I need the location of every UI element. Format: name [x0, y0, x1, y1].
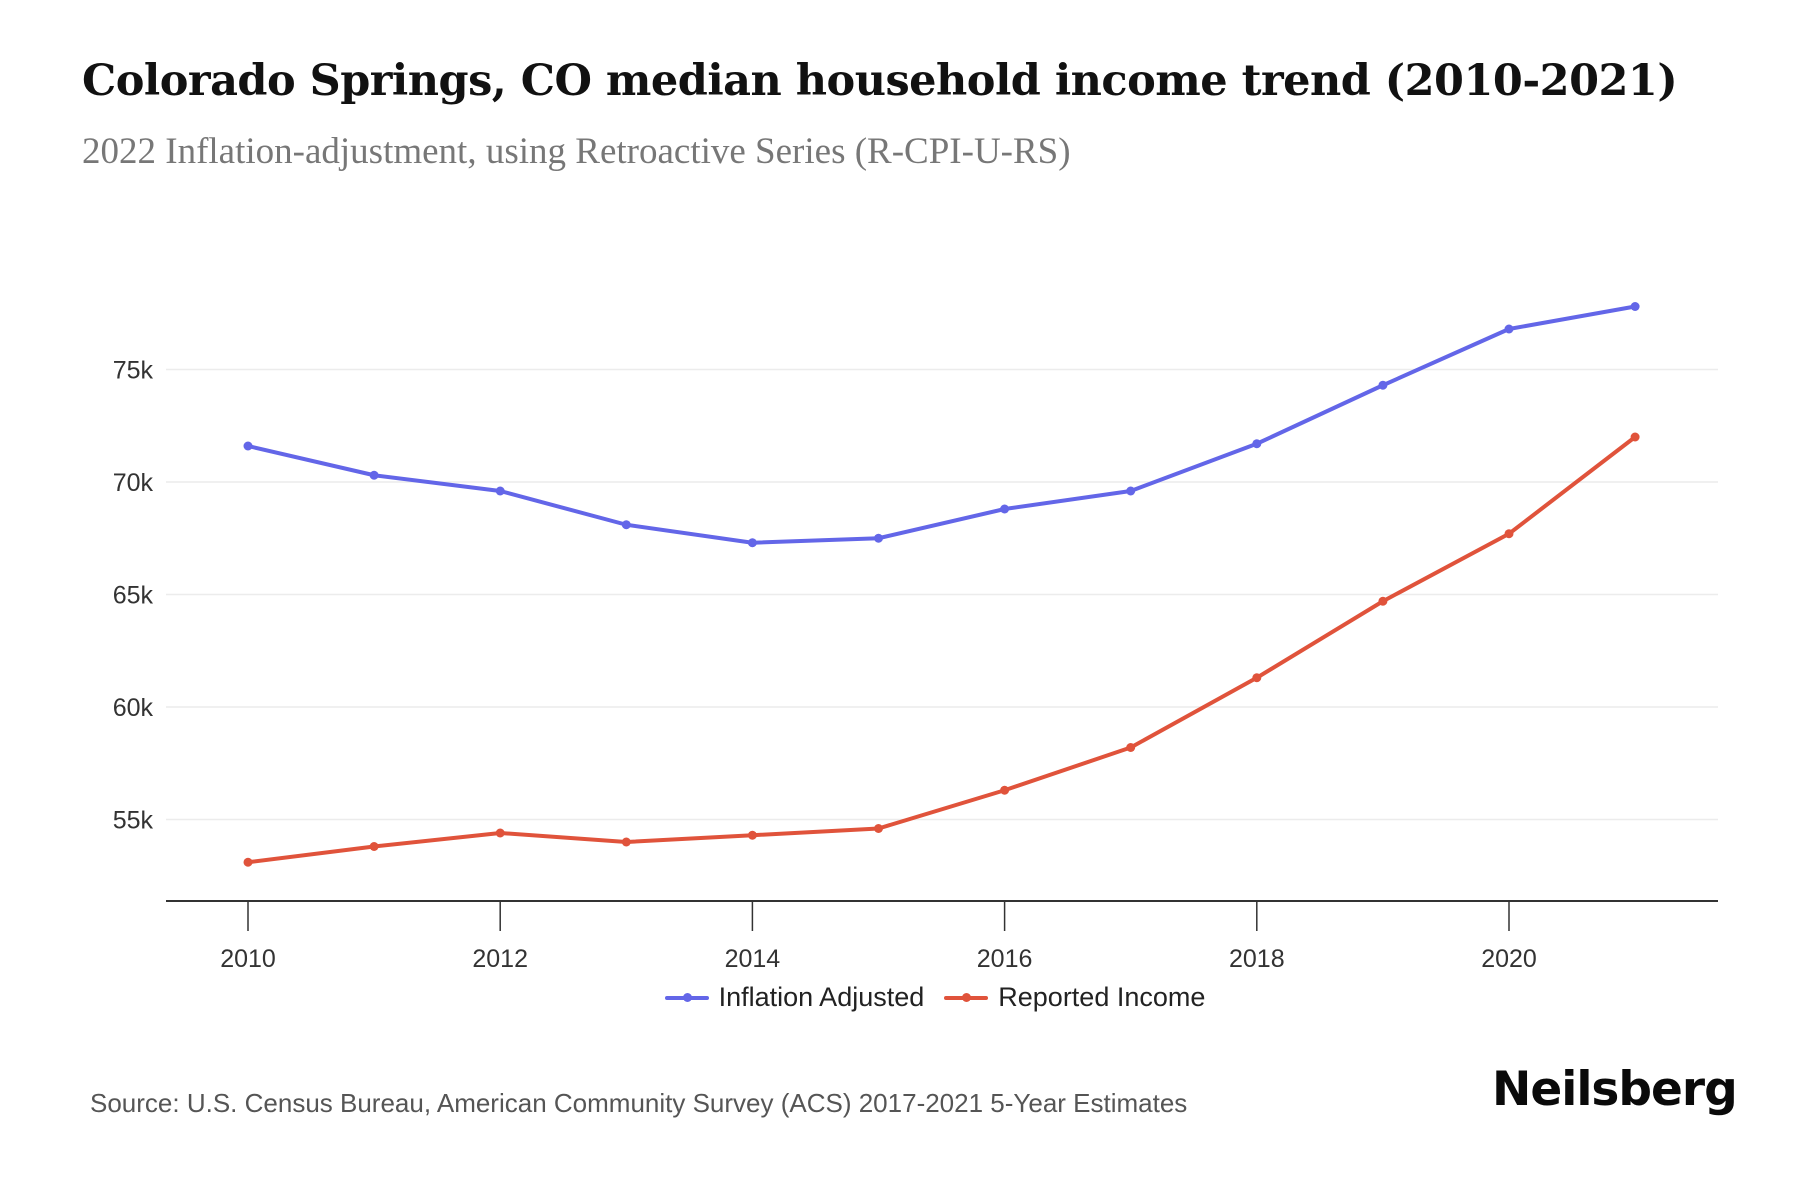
series-inflation-adjusted — [243, 302, 1640, 548]
x-tick-label: 2016 — [977, 945, 1033, 973]
brand-logo: Neilsberg — [1492, 1062, 1738, 1117]
data-point-inflation-adjusted — [1630, 302, 1640, 311]
legend-item-reported-income[interactable]: Reported Income — [944, 982, 1205, 1013]
x-tick-label: 2020 — [1481, 945, 1537, 973]
legend-label: Inflation Adjusted — [718, 982, 925, 1012]
data-point-reported-income — [1000, 785, 1010, 795]
data-point-inflation-adjusted — [495, 486, 505, 496]
data-point-reported-income — [1252, 673, 1262, 683]
source-note: Source: U.S. Census Bureau, American Com… — [90, 1088, 1188, 1118]
data-point-inflation-adjusted — [1504, 324, 1514, 334]
legend: Inflation Adjusted Reported Income — [0, 982, 1800, 1013]
y-axis-ticks: 55k 60k 65k 70k 75k — [113, 357, 154, 835]
data-point-inflation-adjusted — [621, 520, 631, 530]
data-point-reported-income — [747, 830, 757, 840]
data-point-reported-income — [1504, 529, 1514, 539]
data-point-reported-income — [369, 842, 379, 851]
data-point-reported-income — [621, 837, 631, 847]
chart-title: Colorado Springs, CO median household in… — [82, 56, 1678, 106]
legend-swatch-inflation-adjusted-icon — [664, 992, 709, 1002]
legend-swatch-reported-income-icon — [944, 992, 989, 1002]
data-point-inflation-adjusted — [243, 441, 253, 451]
data-point-reported-income — [1126, 743, 1136, 752]
series-group — [243, 302, 1640, 867]
y-tick-label: 75k — [113, 357, 154, 385]
series-line-inflation-adjusted — [246, 304, 1638, 545]
data-point-reported-income — [1378, 596, 1388, 606]
y-tick-label: 60k — [113, 694, 154, 722]
legend-item-inflation-adjusted[interactable]: Inflation Adjusted — [664, 982, 925, 1013]
y-tick-label: 55k — [113, 807, 154, 835]
x-tick-label: 2010 — [220, 945, 276, 973]
y-tick-label: 65k — [113, 582, 154, 610]
y-tick-label: 70k — [113, 469, 154, 497]
gridlines — [166, 368, 1718, 821]
chart-subtitle: 2022 Inflation-adjustment, using Retroac… — [82, 131, 1071, 172]
data-point-inflation-adjusted — [1252, 439, 1262, 449]
x-tick-label: 2018 — [1229, 945, 1285, 973]
data-point-reported-income — [874, 824, 883, 833]
data-point-reported-income — [1630, 432, 1640, 442]
data-point-reported-income — [495, 828, 505, 838]
legend-label: Reported Income — [998, 982, 1206, 1012]
data-point-inflation-adjusted — [1378, 380, 1388, 390]
data-point-inflation-adjusted — [1000, 504, 1010, 514]
data-point-reported-income — [243, 857, 253, 867]
x-tick-label: 2014 — [725, 945, 781, 973]
series-line-reported-income — [246, 435, 1638, 865]
series-reported-income — [243, 432, 1640, 867]
data-point-inflation-adjusted — [1126, 486, 1136, 496]
x-tick-label: 2012 — [472, 945, 528, 973]
data-point-inflation-adjusted — [369, 470, 379, 480]
data-point-inflation-adjusted — [874, 533, 883, 543]
x-axis: 2010 2012 2014 2016 2018 2020 — [166, 900, 1718, 973]
data-point-inflation-adjusted — [747, 538, 757, 548]
